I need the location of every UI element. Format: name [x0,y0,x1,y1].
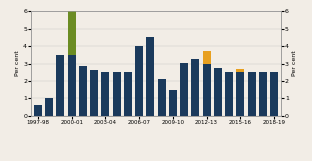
Bar [270,72,278,116]
Bar [56,55,65,116]
Bar [202,51,211,64]
Bar [68,11,76,55]
Bar [180,63,188,116]
Bar [247,72,256,116]
Bar [236,69,244,72]
Bar [45,98,53,116]
Bar [113,72,121,116]
Bar [158,79,166,116]
Bar [34,105,42,116]
Bar [202,64,211,116]
Bar [169,90,177,116]
Bar [191,59,199,116]
Bar [101,72,110,116]
Bar [135,46,143,116]
Bar [79,66,87,116]
Bar [68,55,76,116]
Y-axis label: Per cent: Per cent [15,51,20,76]
Bar [259,72,267,116]
Bar [146,38,154,116]
Bar [90,70,98,116]
Y-axis label: Per cent: Per cent [292,51,297,76]
Bar [124,72,132,116]
Bar [214,68,222,116]
Bar [225,72,233,116]
Bar [236,72,244,116]
